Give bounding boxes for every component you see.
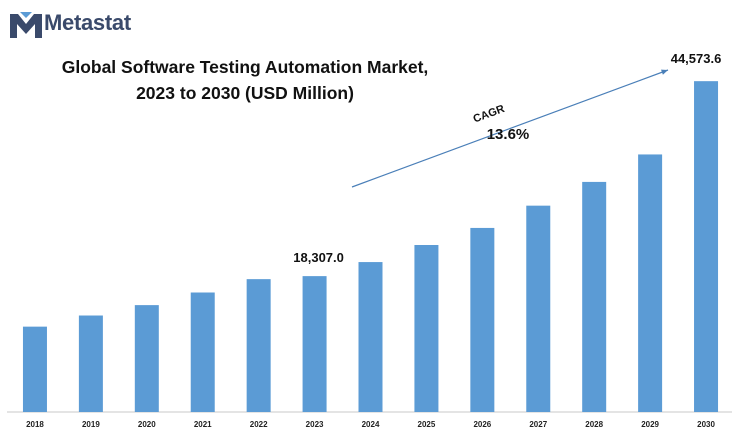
x-tick-label-2023: 2023: [306, 420, 324, 429]
cagr-value: 13.6%: [487, 126, 530, 143]
chart-title-line-2: 2023 to 2030 (USD Million): [136, 83, 354, 103]
bar-2026: [470, 227, 495, 412]
x-tick-label-2019: 2019: [82, 420, 100, 429]
bar-2018: [22, 326, 47, 412]
bar-2030: [694, 81, 719, 413]
x-tick-label-2026: 2026: [473, 420, 491, 429]
x-tick-label-2028: 2028: [585, 420, 603, 429]
x-tick-label-2030: 2030: [697, 420, 715, 429]
bar-2022: [246, 279, 271, 412]
bar-2024: [358, 262, 383, 412]
x-tick-label-2027: 2027: [529, 420, 547, 429]
bar-2023: [302, 276, 327, 412]
x-tick-label-2029: 2029: [641, 420, 659, 429]
brand-name: Metastat: [44, 10, 131, 35]
x-tick-label-2020: 2020: [138, 420, 156, 429]
bar-2027: [526, 205, 551, 412]
x-tick-label-2022: 2022: [250, 420, 268, 429]
x-tick-label-2025: 2025: [418, 420, 436, 429]
cagr-label: CAGR: [472, 103, 507, 126]
data-label-2030: 44,573.6: [671, 51, 722, 66]
bar-2028: [582, 181, 607, 412]
chart-title-line-1: Global Software Testing Automation Marke…: [61, 57, 429, 77]
x-tick-label-2018: 2018: [26, 420, 44, 429]
bar-2021: [190, 292, 215, 412]
bar-2029: [638, 154, 663, 412]
bar-2020: [134, 305, 159, 412]
cagr-arrow-head-icon: [661, 69, 668, 75]
cagr-arrow-line: [351, 69, 669, 188]
bar-2025: [414, 245, 439, 412]
bar-2019: [78, 315, 103, 412]
x-tick-label-2021: 2021: [194, 420, 212, 429]
metastat-logo-icon: [10, 12, 42, 38]
x-tick-label-2024: 2024: [362, 420, 380, 429]
data-label-2023: 18,307.0: [293, 250, 344, 265]
chart-title: Global Software Testing Automation Marke…: [30, 54, 460, 106]
